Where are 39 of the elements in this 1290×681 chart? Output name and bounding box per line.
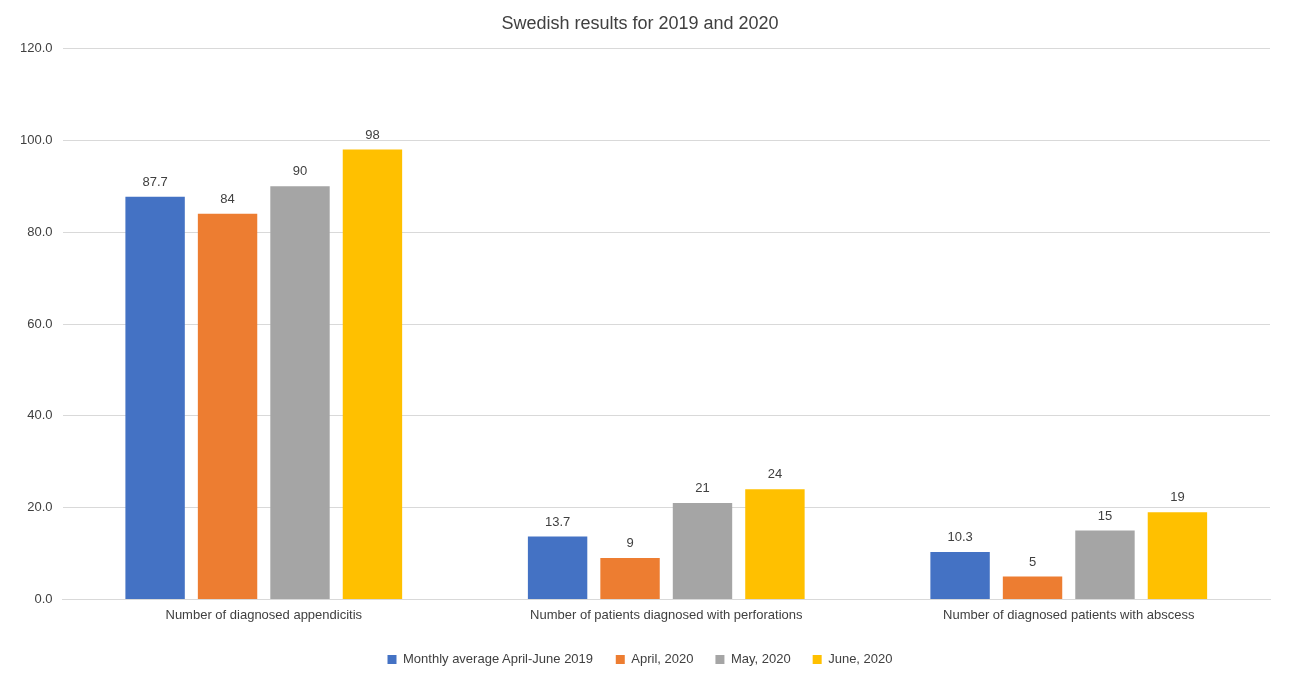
legend-label: May, 2020 bbox=[730, 651, 791, 667]
bar bbox=[930, 552, 990, 599]
data-label: 21 bbox=[695, 480, 710, 496]
bar bbox=[342, 149, 403, 599]
data-label: 19 bbox=[1170, 489, 1185, 505]
bar bbox=[197, 213, 258, 599]
y-tick-label: 100.0 bbox=[19, 131, 53, 147]
data-label: 10.3 bbox=[947, 529, 973, 545]
y-tick-label: 0.0 bbox=[34, 590, 53, 606]
legend-label: April, 2020 bbox=[631, 651, 694, 667]
chart-title: Swedish results for 2019 and 2020 bbox=[501, 12, 779, 33]
y-tick-label: 120.0 bbox=[19, 40, 53, 56]
legend-label: June, 2020 bbox=[828, 651, 893, 667]
data-label: 84 bbox=[220, 190, 235, 206]
data-label: 24 bbox=[767, 466, 783, 482]
bar bbox=[527, 536, 588, 599]
bar bbox=[270, 186, 330, 599]
bar bbox=[125, 196, 185, 599]
data-label: 87.7 bbox=[142, 173, 168, 189]
data-label: 5 bbox=[1028, 553, 1037, 569]
y-tick-label: 80.0 bbox=[27, 223, 53, 239]
x-tick-label: Number of diagnosed patients with abscess bbox=[943, 606, 1195, 622]
data-label: 15 bbox=[1097, 507, 1113, 523]
legend-label: Monthly average April-June 2019 bbox=[403, 651, 594, 667]
bar bbox=[600, 558, 660, 599]
data-label: 90 bbox=[292, 163, 308, 179]
x-tick-label: Number of patients diagnosed with perforations bbox=[530, 606, 803, 622]
data-label: 13.7 bbox=[544, 513, 571, 529]
x-tick-label: Number of diagnosed appendicitis bbox=[165, 606, 363, 622]
bar bbox=[1147, 512, 1208, 599]
bar bbox=[745, 489, 805, 599]
y-tick-label: 20.0 bbox=[27, 499, 53, 515]
data-label: 98 bbox=[365, 126, 380, 142]
bar bbox=[672, 503, 733, 599]
data-label: 9 bbox=[626, 535, 634, 551]
bar bbox=[1002, 576, 1063, 599]
y-tick-label: 60.0 bbox=[27, 315, 53, 331]
bar bbox=[1075, 530, 1135, 599]
y-tick-label: 40.0 bbox=[27, 407, 53, 423]
